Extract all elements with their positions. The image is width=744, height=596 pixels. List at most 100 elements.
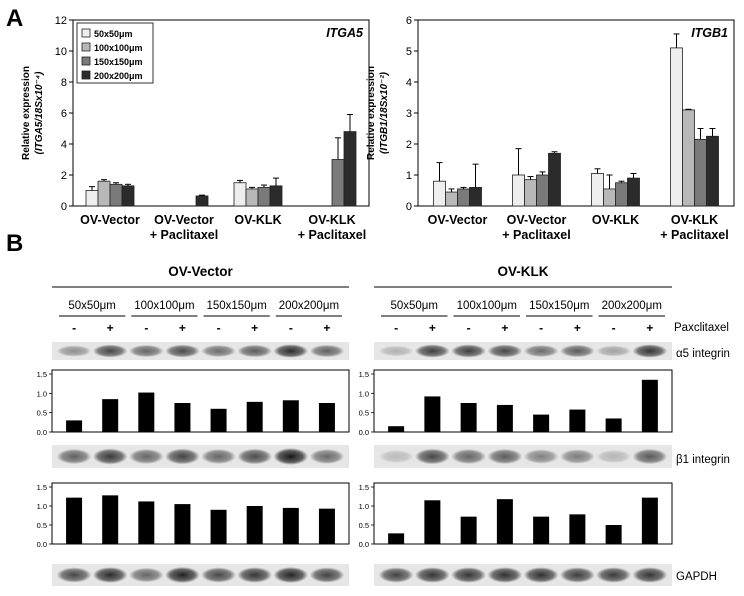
y-tick-label: 1.0 [359, 502, 369, 511]
y-tick-label: 1.0 [359, 389, 369, 398]
blot-strip-background [374, 445, 672, 468]
minus-sign: - [612, 321, 616, 335]
blot-band [201, 448, 236, 465]
bar [524, 179, 537, 207]
minus-sign: - [217, 321, 221, 335]
category-label: OV-KLK [234, 213, 281, 227]
bar [257, 186, 271, 207]
row-label-gapdh: GAPDH [676, 571, 717, 583]
densitometry-bar [318, 403, 335, 432]
densitometry-bar [102, 495, 119, 544]
minus-sign: - [72, 321, 76, 335]
y-tick-label: 5 [406, 46, 412, 58]
bar [603, 188, 616, 207]
blot-band [451, 448, 487, 465]
blot-band [56, 448, 92, 465]
y-tick-label: 0.5 [359, 521, 369, 530]
densitometry-bar [246, 401, 263, 432]
minus-sign: - [289, 321, 293, 335]
itgb1-bar-chart: 0 1 2 3 4 5 6 Relative expression (ITGB1/18Sx10⁻… [366, 15, 735, 242]
itga5-bar-chart: 0 2 4 6 8 10 12 Relative expression (ITGA5/18Sx1… [21, 15, 370, 242]
densitometry-bar [318, 508, 335, 544]
blot-strips [52, 342, 672, 586]
densitometry-bar [388, 533, 405, 544]
legend-swatch [81, 28, 91, 38]
panel-b-label: B [6, 230, 23, 257]
bar [591, 173, 604, 207]
densitometry-frame [373, 369, 673, 433]
blot-strip-background [52, 445, 349, 468]
group-header-ov-klk: OV-KLK [497, 264, 548, 279]
blot-band [559, 344, 595, 358]
gene-title: ITGA5 [326, 26, 364, 40]
size-label: 100x100μm [457, 300, 517, 312]
blot-strip-background [374, 342, 672, 360]
legend-label: 200x200μm [94, 71, 143, 81]
blot-band [309, 567, 345, 583]
y-axis-label: Relative expression [21, 66, 32, 160]
blot-band [92, 344, 128, 358]
size-label: 200x200μm [602, 300, 662, 312]
bar [269, 185, 283, 207]
blot-band [523, 567, 559, 583]
densitometry-frame [51, 369, 350, 433]
treatment-signs: - + - + - + - + - + - + - + - + [72, 321, 653, 335]
densitometry-bar [605, 525, 622, 544]
bar [331, 159, 345, 207]
densitometry-bar [460, 403, 477, 432]
y-tick-label: 1 [406, 170, 412, 182]
blot-band [487, 344, 523, 358]
y-tick-label: 6 [61, 108, 67, 120]
size-group-lines [52, 286, 672, 317]
blot-band [92, 567, 128, 583]
row-label-beta1-integrin: β1 integrin [676, 454, 730, 466]
size-label: 50x50μm [68, 300, 116, 312]
y-tick-label: 1.0 [37, 389, 47, 398]
blot-band [523, 449, 559, 464]
bar [85, 190, 99, 207]
treatment-label: Paxclitaxel [674, 322, 729, 334]
densitometry-bar [569, 409, 586, 432]
y-tick-label: 0.0 [37, 540, 47, 549]
y-tick-label: 3 [406, 108, 412, 120]
size-label: 150x150μm [529, 300, 589, 312]
densitometry-bar [246, 506, 263, 544]
category-label-line: + Paclitaxel [298, 228, 366, 242]
row-label-alpha5-integrin: α5 integrin [676, 348, 730, 360]
blot-band [201, 344, 236, 358]
blot-band [451, 567, 487, 583]
bar [548, 152, 561, 207]
blot-band [414, 567, 450, 583]
size-label: 150x150μm [206, 300, 266, 312]
category-label-line: + Paclitaxel [502, 228, 570, 242]
blot-band [309, 344, 345, 358]
densitometry-bar [605, 418, 622, 432]
blot-band [414, 344, 450, 358]
bar [121, 185, 135, 207]
bar [445, 191, 458, 207]
bar [233, 182, 247, 207]
blot-band [523, 344, 559, 358]
blot-band [56, 567, 92, 583]
bar [627, 177, 640, 207]
category-label-line: OV-KLK [308, 213, 355, 227]
plus-sign: + [107, 321, 114, 335]
densitometry-bar [210, 408, 227, 432]
bar [682, 109, 695, 207]
densitometry-bar [66, 420, 83, 432]
legend-label: 50x50μm [94, 29, 133, 39]
bar [694, 138, 707, 207]
bar [195, 195, 209, 207]
y-tick-label: 4 [406, 77, 412, 89]
blot-band [451, 344, 487, 358]
category-label-line: OV-KLK [671, 213, 718, 227]
y-tick-label: 6 [406, 15, 412, 27]
bar [343, 131, 357, 207]
group-header-ov-vector: OV-Vector [168, 264, 233, 279]
bar [670, 47, 683, 207]
blot-band [378, 345, 414, 357]
bar [536, 174, 549, 207]
densitometry-bar [641, 497, 658, 544]
bar [469, 186, 482, 207]
blot-band [596, 345, 632, 357]
